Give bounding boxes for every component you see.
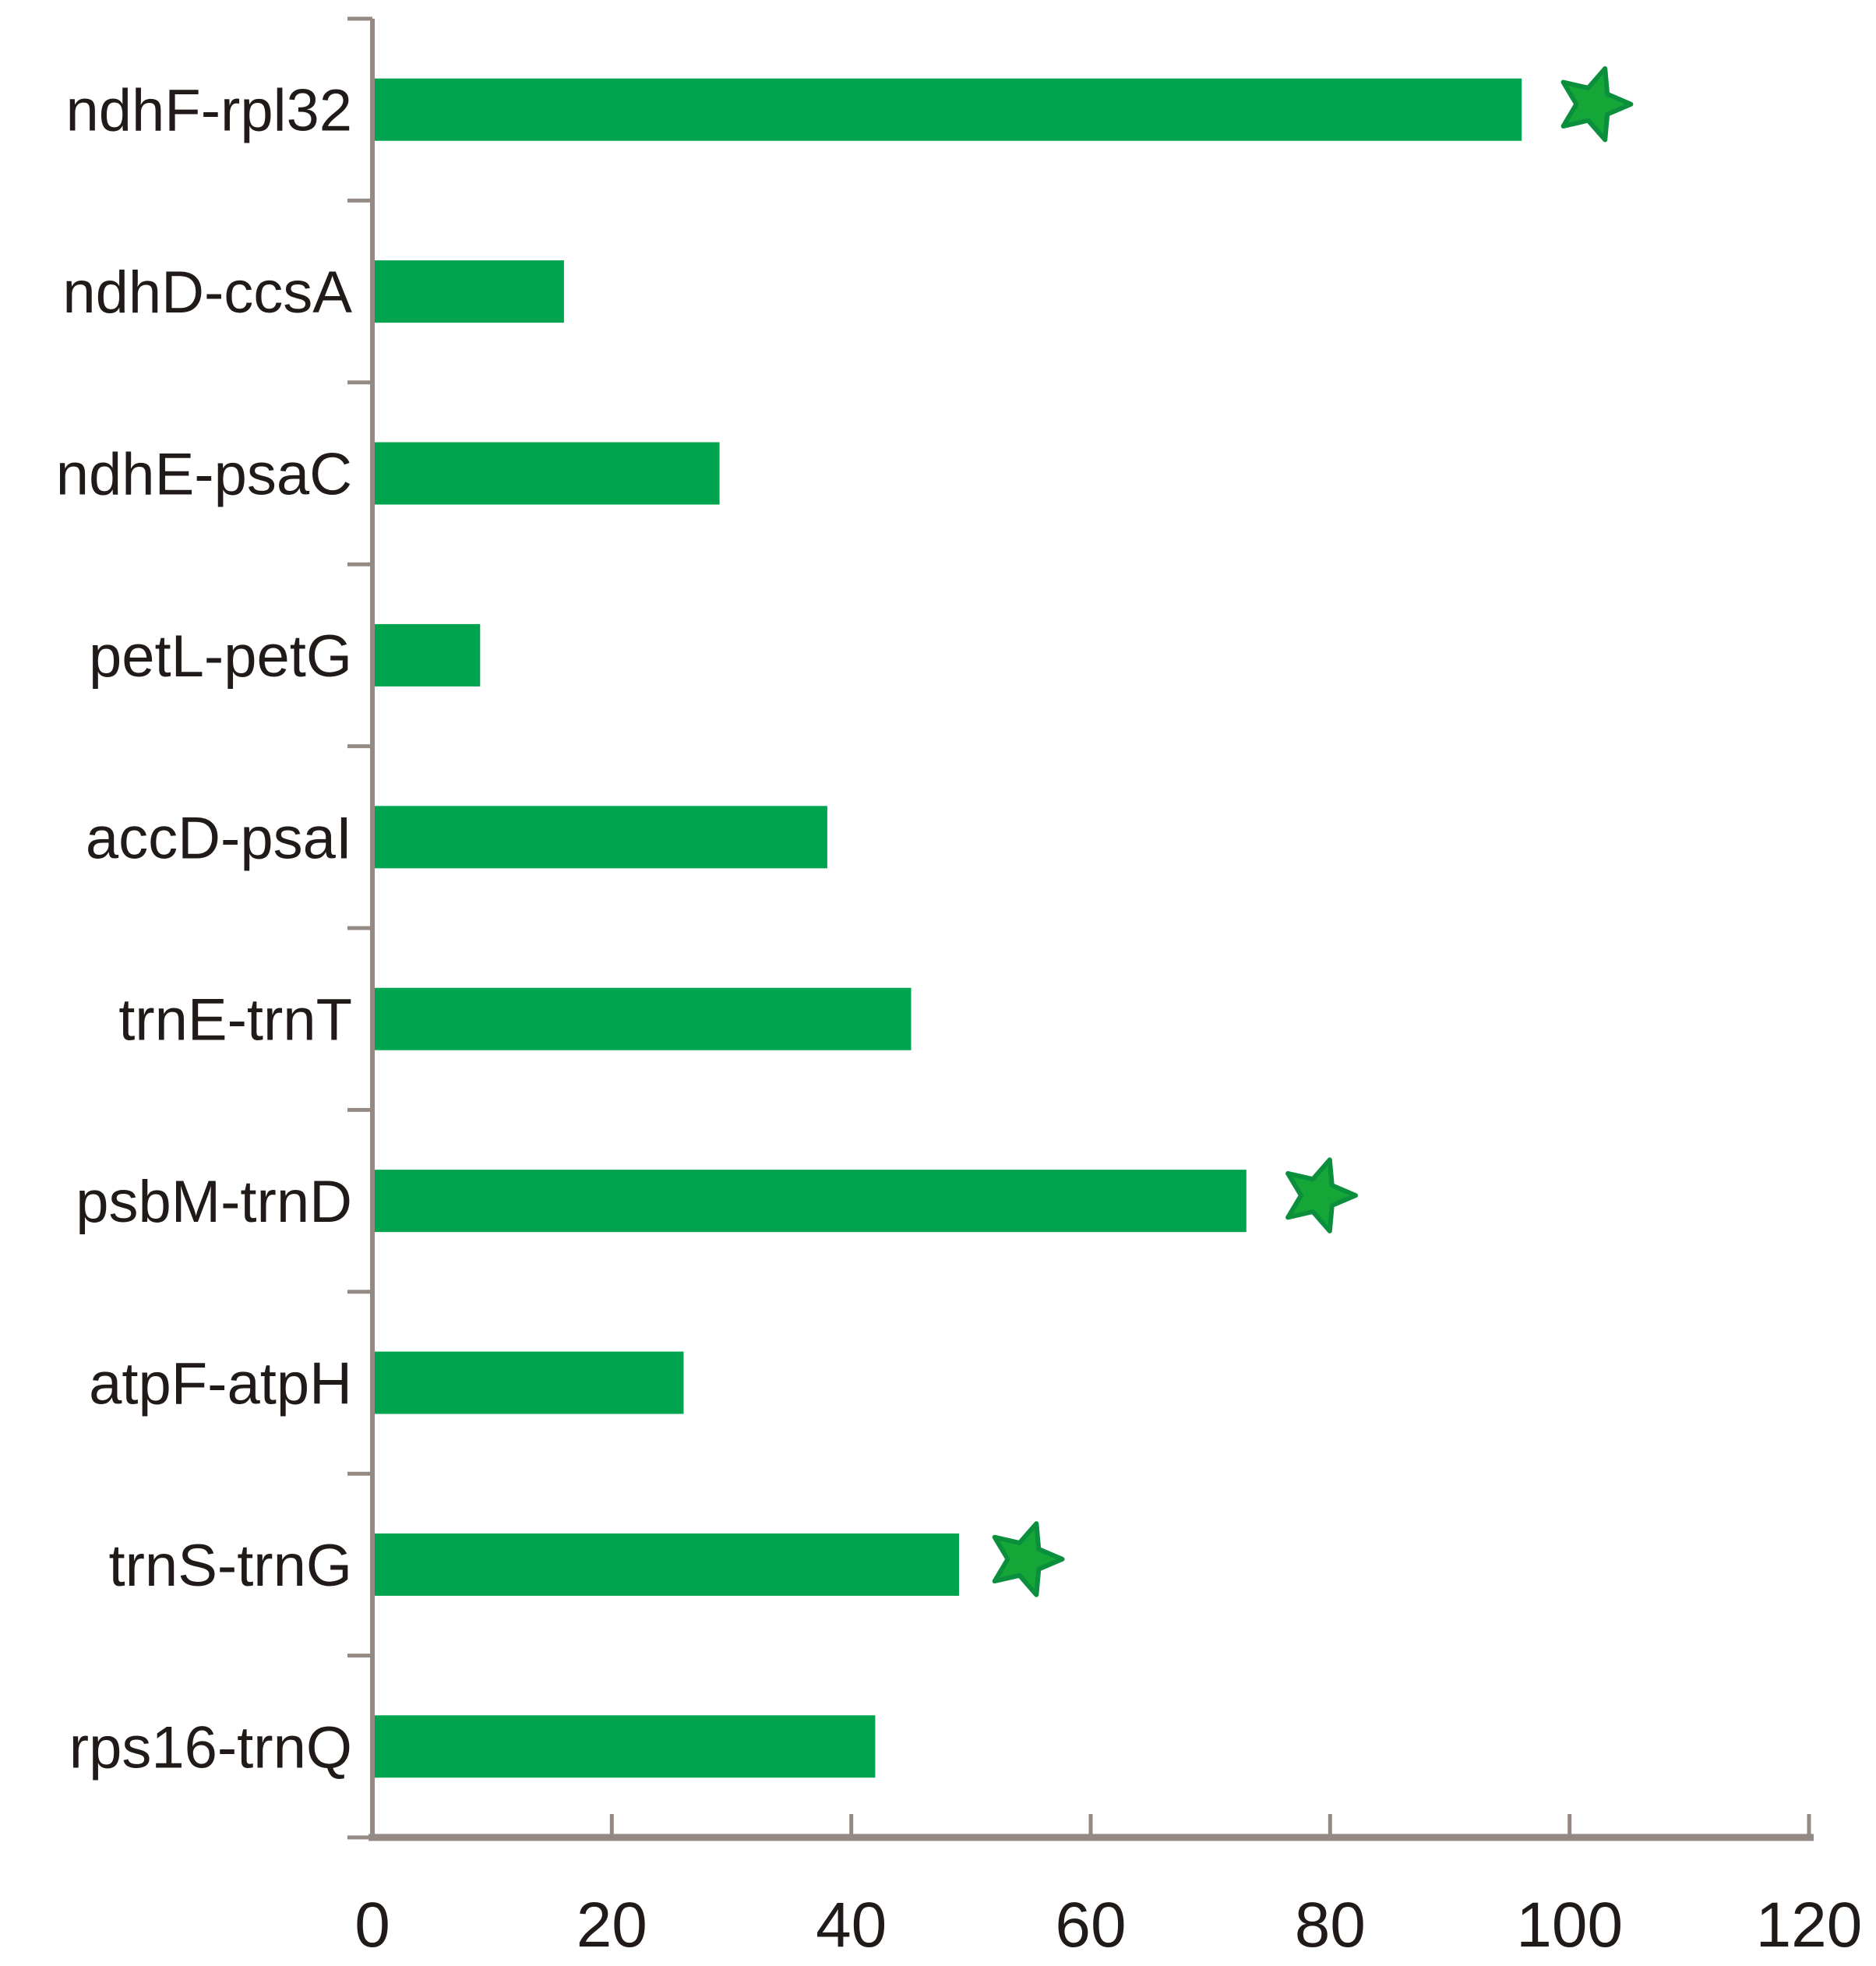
bar: [375, 987, 912, 1050]
star-icon: [1560, 66, 1634, 143]
x-tick-label: 0: [354, 1890, 390, 1961]
bar: [375, 1170, 1247, 1233]
x-tick-label: 120: [1756, 1890, 1863, 1961]
star-icon: [1285, 1157, 1358, 1234]
category-label: accD-psaI: [86, 805, 352, 871]
category-label: ndhF-rpl32: [65, 78, 352, 144]
x-tick-label: 20: [577, 1890, 647, 1961]
star-icon: [992, 1521, 1065, 1597]
category-label: petL-petG: [89, 623, 352, 690]
bar: [375, 260, 564, 323]
bar: [375, 1715, 876, 1778]
bar: [375, 442, 720, 505]
category-label: ndhE-psaC: [56, 442, 352, 508]
bar: [375, 1533, 959, 1596]
x-tick-label: 60: [1055, 1890, 1126, 1961]
bar: [375, 623, 481, 687]
category-label: trnE-trnT: [118, 987, 352, 1054]
x-tick-label: 80: [1295, 1890, 1366, 1961]
category-label: atpF-atpH: [89, 1351, 352, 1417]
category-label: psbM-trnD: [76, 1169, 352, 1235]
x-tick-label: 40: [816, 1890, 887, 1961]
category-label: trnS-trnG: [109, 1533, 353, 1599]
bar: [375, 1351, 684, 1414]
category-label: rps16-trnQ: [69, 1714, 352, 1781]
bar: [375, 806, 827, 869]
category-label: ndhD-ccsA: [62, 259, 352, 326]
x-tick-label: 100: [1516, 1890, 1623, 1961]
bar: [375, 78, 1522, 141]
